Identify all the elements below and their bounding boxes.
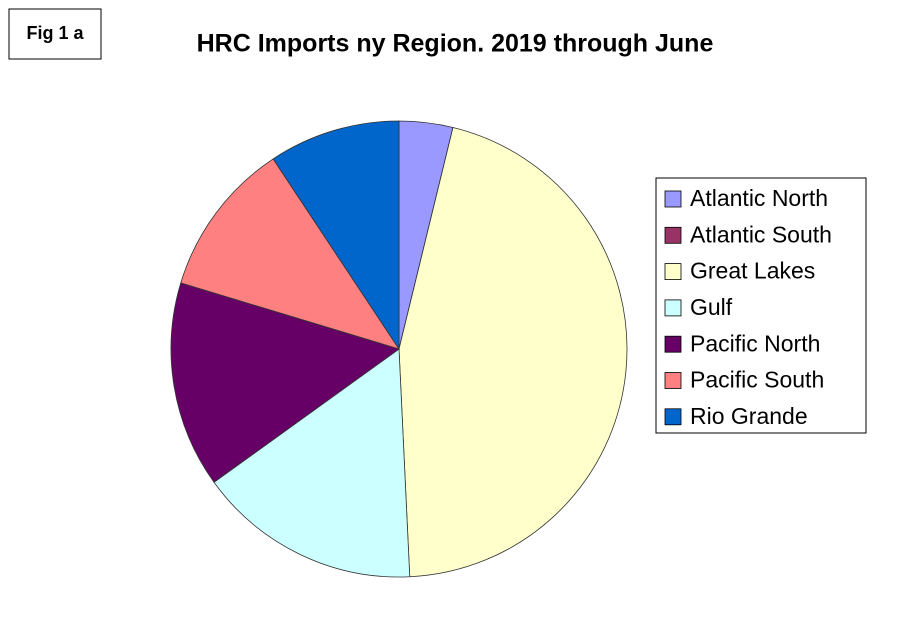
legend-swatch: [664, 226, 682, 244]
legend-label: Atlantic North: [690, 185, 828, 211]
legend-label: Gulf: [690, 294, 733, 320]
fig-label: Fig 1 a: [26, 23, 84, 43]
legend-swatch: [664, 299, 682, 317]
pie-slice: [170, 282, 400, 483]
legend-label: Rio Grande: [690, 403, 808, 429]
legend-label: Pacific North: [690, 330, 820, 356]
pie-slice: [213, 348, 411, 578]
pie-slice: [272, 120, 400, 351]
pie-slice: [180, 158, 400, 350]
legend-swatch: [664, 408, 682, 426]
legend-label: Great Lakes: [690, 258, 815, 284]
pie-slice: [398, 126, 628, 578]
legend-swatch: [664, 190, 682, 208]
legend-swatch: [664, 263, 682, 281]
chart-title: HRC Imports ny Region. 2019 through June: [197, 30, 714, 58]
legend-label: Atlantic South: [690, 221, 832, 247]
legend-label: Pacific South: [690, 367, 824, 393]
legend-swatch: [664, 372, 682, 389]
fig-label-box: [8, 8, 102, 60]
legend-box: [655, 177, 867, 434]
legend-swatch: [664, 335, 682, 353]
